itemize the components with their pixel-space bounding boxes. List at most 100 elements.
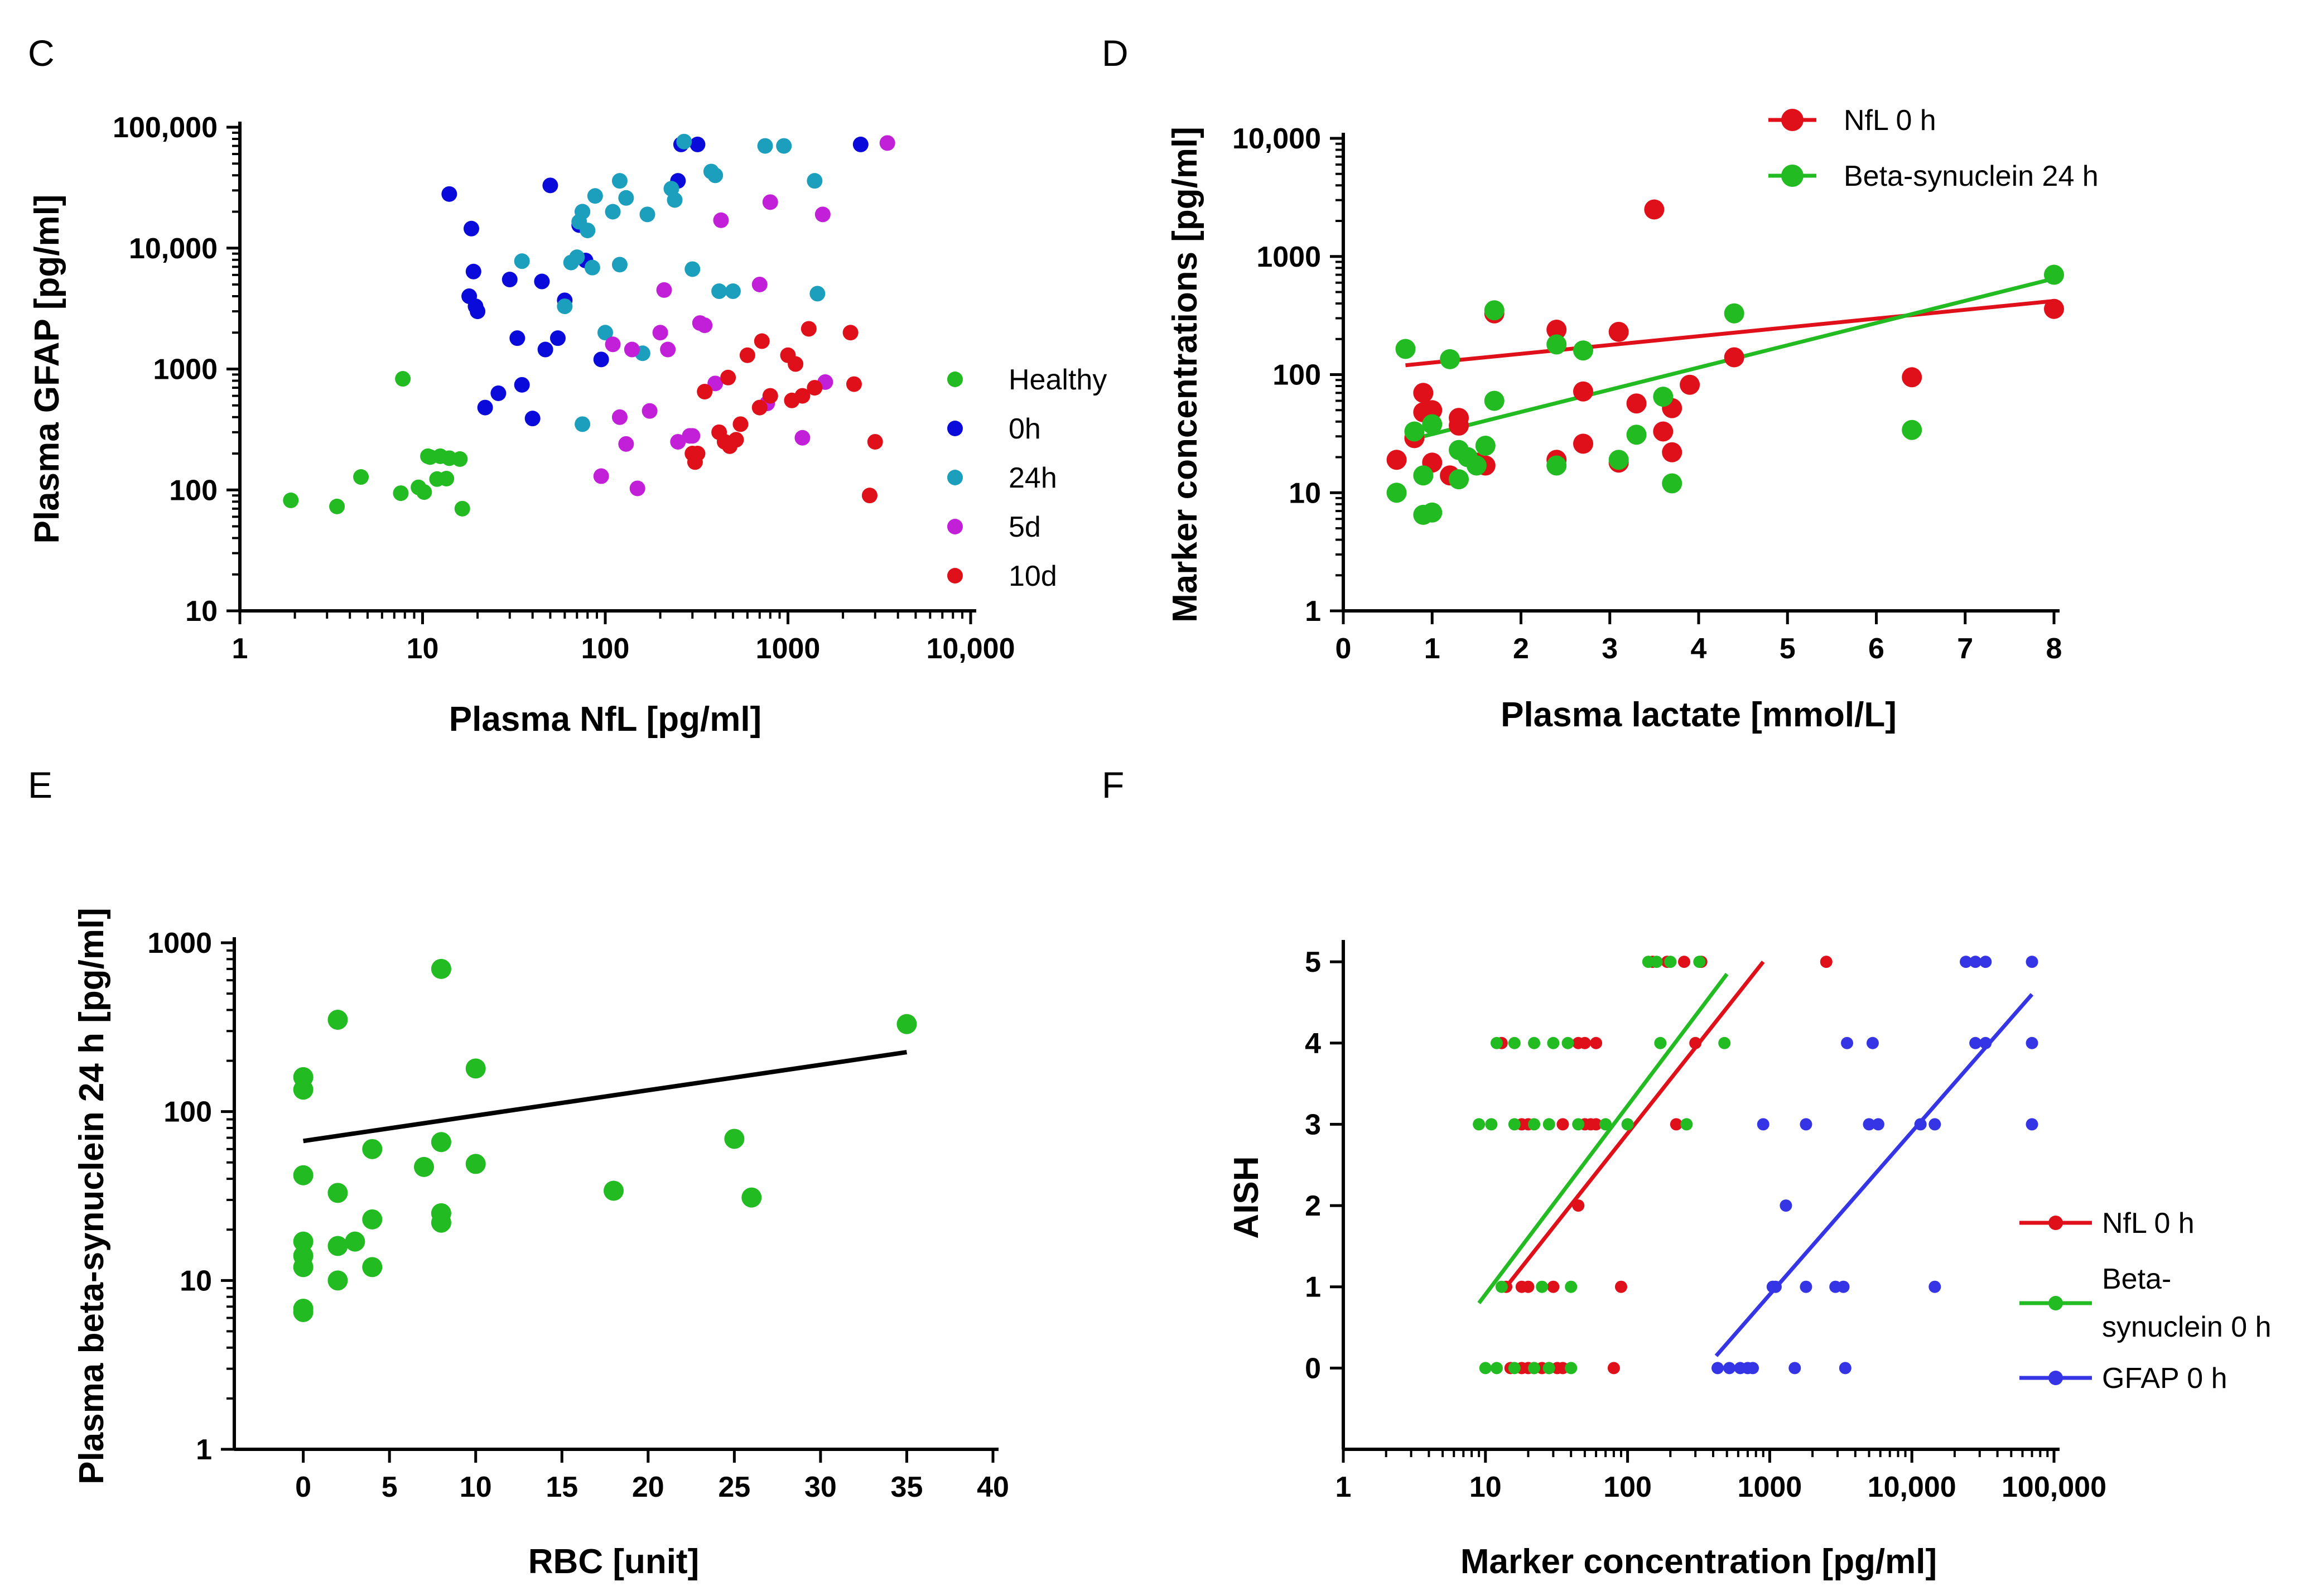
data-point — [470, 303, 486, 320]
legend-marker — [1781, 165, 1804, 187]
data-point — [794, 388, 811, 404]
data-point — [807, 173, 823, 189]
y-tick-label: 2 — [1305, 1190, 1321, 1222]
x-tick-label: 1 — [232, 633, 248, 665]
data-point — [1607, 1362, 1620, 1375]
data-point — [896, 1014, 917, 1034]
data-point — [660, 341, 676, 358]
data-point — [431, 958, 451, 979]
data-point — [1422, 400, 1443, 421]
y-tick-label: 10 — [180, 1265, 212, 1297]
data-point — [1404, 421, 1425, 442]
y-tick-label: 4 — [1305, 1028, 1321, 1060]
data-point — [1578, 1036, 1591, 1049]
data-point — [751, 399, 768, 416]
data-point — [549, 330, 566, 346]
data-point — [490, 385, 507, 401]
data-point — [725, 283, 741, 300]
data-point — [587, 188, 603, 204]
data-point — [652, 325, 668, 341]
data-point — [670, 433, 686, 450]
data-point — [814, 206, 831, 223]
data-point — [362, 1209, 383, 1230]
y-tick-label: 10,000 — [129, 233, 218, 265]
data-point — [707, 375, 724, 392]
data-point — [1546, 334, 1567, 355]
data-point — [713, 212, 729, 228]
data-point — [690, 136, 706, 152]
data-point — [1413, 383, 1434, 403]
x-tick-label: 4 — [1691, 633, 1707, 665]
data-point — [1718, 1036, 1731, 1049]
data-point — [1757, 1118, 1769, 1131]
data-point — [293, 1257, 314, 1277]
data-point — [1608, 321, 1629, 342]
data-point — [293, 1231, 314, 1252]
y-tick-label: 1 — [1305, 595, 1321, 628]
x-axis-title: Plasma lactate [mmol/L] — [1501, 696, 1897, 734]
data-point — [1590, 1036, 1603, 1049]
data-point — [1914, 1118, 1927, 1131]
x-tick-label: 15 — [546, 1471, 578, 1503]
data-point — [1780, 1199, 1792, 1212]
x-axis-title: Plasma NfL [pg/ml] — [449, 700, 761, 739]
legend-label-line1: Beta- — [2102, 1263, 2171, 1295]
panel-c-gfap-vs-nfl: C 1 10 100 1000 10,000 10 100 1000 10,000 100,000 P… — [28, 32, 1107, 739]
data-point — [441, 186, 457, 202]
data-point — [762, 388, 778, 404]
data-point — [327, 1183, 348, 1203]
data-point — [741, 1187, 762, 1208]
x-tick-label: 7 — [1957, 633, 1973, 665]
data-point — [1670, 1118, 1682, 1131]
y-tick-label: 10 — [185, 595, 218, 628]
data-point — [327, 1270, 348, 1291]
data-point — [642, 403, 658, 419]
data-point — [593, 351, 609, 368]
data-point — [2026, 1036, 2038, 1049]
data-point — [1485, 1118, 1498, 1131]
legend-label: Healthy — [1009, 364, 1107, 396]
data-point — [431, 1212, 451, 1233]
x-tick-label: 5 — [1780, 633, 1796, 665]
data-point — [1556, 1118, 1569, 1131]
data-point — [1724, 347, 1744, 368]
legend-marker — [947, 568, 963, 584]
legend-label: 5d — [1009, 511, 1041, 543]
data-point — [542, 177, 558, 194]
data-point — [293, 1165, 314, 1185]
legend-label: Beta-synuclein 24 h — [1844, 160, 2099, 192]
data-point — [1820, 956, 1833, 968]
data-point — [452, 451, 468, 467]
data-point — [656, 282, 672, 298]
legend-label: 0h — [1009, 413, 1041, 445]
data-point — [605, 336, 621, 353]
y-axis-title: Plasma beta-synuclein 24 h [pg/ml] — [73, 908, 111, 1484]
legend-marker — [2048, 1371, 2063, 1385]
data-point — [1866, 1036, 1879, 1049]
data-point — [867, 433, 883, 450]
data-point — [575, 204, 591, 220]
data-point — [362, 1139, 383, 1159]
data-point — [1536, 1280, 1549, 1293]
data-point — [624, 341, 640, 358]
data-point — [575, 416, 591, 432]
data-point — [1969, 1036, 1982, 1049]
data-point — [477, 399, 493, 416]
data-point — [537, 341, 553, 358]
y-axis-title: AISH — [1227, 1156, 1266, 1238]
fit-line — [1405, 299, 2055, 368]
data-point — [732, 416, 749, 432]
x-tick-label: 0 — [295, 1471, 311, 1503]
data-point — [707, 167, 724, 184]
data-point — [605, 204, 621, 220]
data-point — [465, 263, 481, 279]
data-point — [395, 371, 411, 387]
data-point — [1508, 1118, 1521, 1131]
data-point — [1440, 349, 1460, 369]
data-point — [465, 1154, 486, 1174]
data-point — [1599, 1118, 1612, 1131]
fit-line — [1477, 972, 1729, 1304]
data-point — [1542, 1362, 1555, 1375]
data-point — [1572, 1118, 1585, 1131]
x-tick-label: 10 — [460, 1471, 492, 1503]
